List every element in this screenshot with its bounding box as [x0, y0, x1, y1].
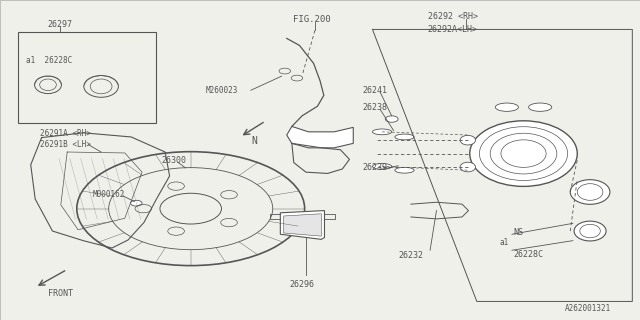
Text: 26300: 26300 — [162, 156, 187, 165]
Text: 26291A <RH>: 26291A <RH> — [40, 129, 90, 138]
Text: A262001321: A262001321 — [564, 304, 611, 313]
Text: 26292A<LH>: 26292A<LH> — [428, 25, 477, 34]
Ellipse shape — [495, 103, 518, 111]
Text: 26241: 26241 — [362, 86, 387, 95]
Text: M260023: M260023 — [206, 86, 239, 95]
Polygon shape — [284, 214, 321, 236]
Text: 26228C: 26228C — [513, 250, 543, 259]
Ellipse shape — [372, 164, 392, 169]
Circle shape — [385, 116, 398, 122]
Text: a1: a1 — [499, 238, 508, 247]
Text: 26232: 26232 — [398, 251, 423, 260]
Ellipse shape — [574, 221, 606, 241]
Ellipse shape — [570, 180, 610, 204]
Ellipse shape — [529, 103, 552, 111]
Text: 26239: 26239 — [362, 163, 387, 172]
Polygon shape — [287, 126, 353, 148]
Ellipse shape — [460, 162, 476, 172]
Text: 26297: 26297 — [47, 20, 72, 28]
Bar — [18, 32, 156, 123]
Text: FIG.200: FIG.200 — [293, 15, 331, 24]
Text: a1  26228C: a1 26228C — [26, 56, 72, 65]
Ellipse shape — [470, 121, 577, 186]
Text: FRONT: FRONT — [48, 289, 73, 298]
Ellipse shape — [395, 167, 414, 173]
Text: 26296: 26296 — [289, 280, 314, 289]
Text: 26292 <RH>: 26292 <RH> — [428, 12, 477, 21]
Circle shape — [131, 200, 142, 206]
Text: NS: NS — [513, 228, 524, 237]
Text: 26238: 26238 — [362, 103, 387, 112]
Ellipse shape — [395, 134, 414, 140]
Ellipse shape — [372, 129, 392, 135]
Text: 26291B <LH>: 26291B <LH> — [40, 140, 90, 149]
Ellipse shape — [460, 135, 476, 145]
Text: M000162: M000162 — [93, 190, 125, 199]
Text: N: N — [252, 136, 257, 147]
Polygon shape — [280, 211, 324, 239]
